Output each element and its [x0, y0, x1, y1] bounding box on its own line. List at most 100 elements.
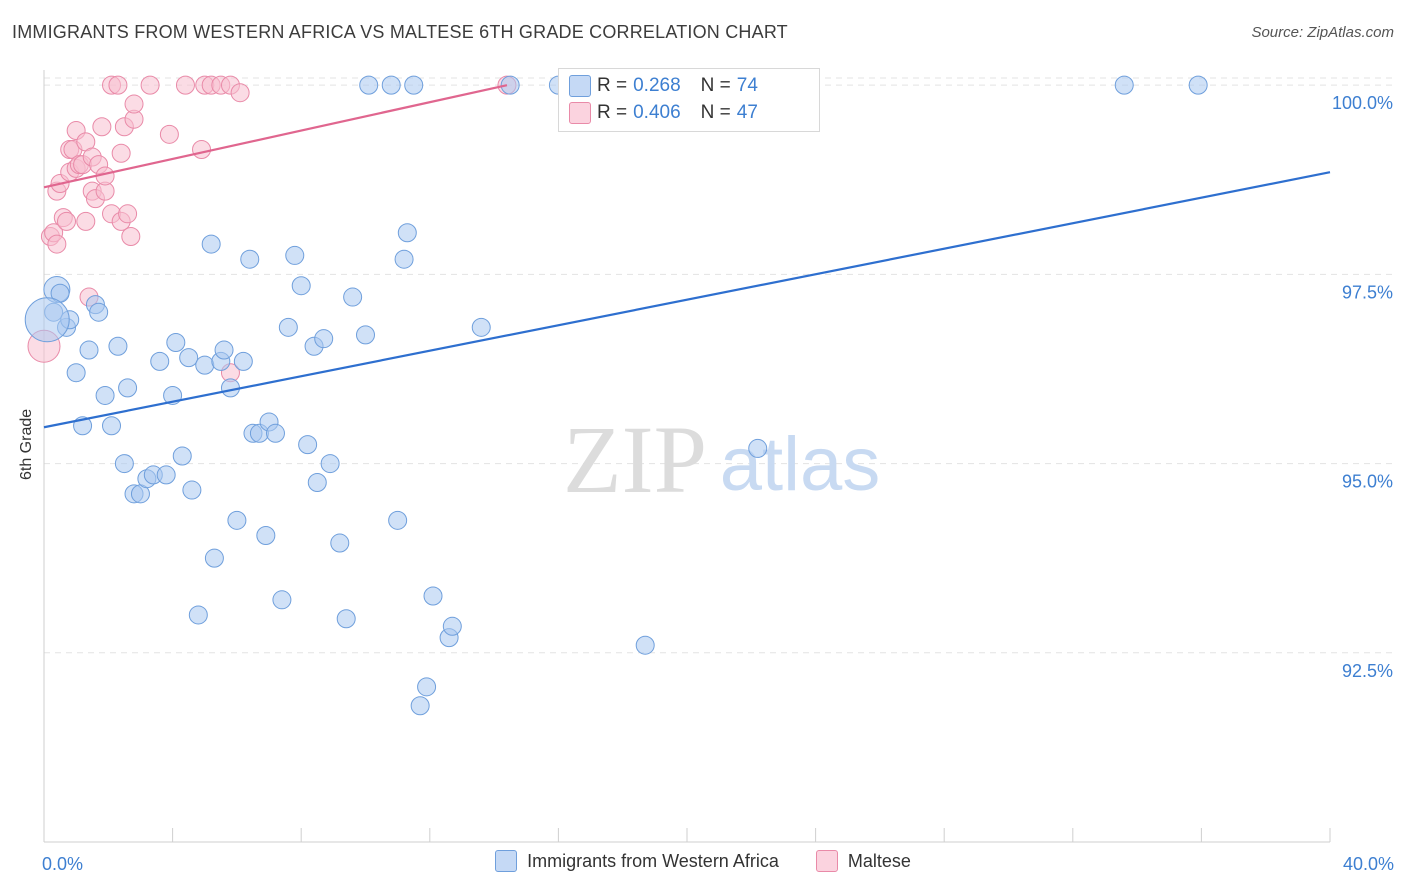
maltese-point — [111, 143, 131, 163]
legend-item-western-africa[interactable]: Immigrants from Western Africa — [495, 850, 779, 872]
western-africa-point — [256, 525, 276, 545]
western-africa-point — [356, 325, 375, 345]
western-africa-point — [179, 348, 199, 368]
western-africa-point — [285, 245, 305, 265]
western-africa-point — [748, 438, 768, 458]
maltese-point — [118, 204, 138, 224]
western-africa-point — [66, 363, 86, 383]
western-africa-point — [240, 249, 260, 269]
western-africa-point — [1188, 75, 1208, 95]
western-africa-point — [298, 435, 318, 455]
western-africa-point — [188, 605, 208, 625]
western-africa-point — [265, 423, 285, 443]
y-tick-label: 95.0% — [1342, 472, 1393, 492]
western-africa-point — [291, 276, 311, 296]
stats-row-maltese: R = 0.406 N = 47 — [569, 100, 758, 126]
western-africa-point — [330, 533, 350, 553]
western-africa-point — [278, 317, 298, 337]
western-africa-point — [381, 75, 401, 95]
western-africa-point — [182, 480, 202, 500]
x-tick-label-max: 40.0% — [1343, 854, 1394, 874]
western-africa-point — [156, 465, 176, 485]
western-africa-point — [233, 351, 253, 371]
western-africa-point — [359, 75, 379, 95]
watermark-atlas: atlas — [720, 422, 881, 507]
western-africa-point — [89, 302, 109, 322]
maltese-point — [76, 211, 96, 231]
r-value: 0.406 — [633, 102, 681, 123]
western-africa-point — [79, 340, 99, 360]
r-label: R = — [597, 102, 628, 123]
bottom-legend: Immigrants from Western Africa Maltese — [0, 850, 1406, 877]
western-africa-point — [114, 454, 134, 474]
western-africa-point — [195, 355, 215, 375]
r-value: 0.268 — [633, 75, 681, 96]
y-tick-label: 92.5% — [1342, 661, 1393, 681]
western-africa-point — [166, 332, 186, 352]
y-tick-label: 97.5% — [1342, 282, 1393, 302]
r-label: R = — [597, 75, 628, 96]
legend-item-maltese[interactable]: Maltese — [815, 850, 911, 872]
western-africa-point — [442, 616, 462, 636]
n-label: N = — [700, 75, 731, 96]
n-value: 47 — [736, 102, 758, 123]
western-africa-point — [220, 378, 240, 398]
watermark-zip: ZIP — [563, 406, 707, 513]
maltese-point — [140, 75, 160, 95]
western-africa-point — [500, 75, 520, 95]
western-africa-point — [227, 510, 247, 530]
chart-title: IMMIGRANTS FROM WESTERN AFRICA VS MALTES… — [12, 22, 788, 42]
western-africa-point — [423, 586, 443, 606]
western-africa-point — [108, 336, 128, 356]
n-label: N = — [700, 102, 731, 123]
maltese-point — [124, 94, 144, 114]
western-africa-point — [394, 249, 414, 269]
x-tick-label-min: 0.0% — [42, 854, 83, 874]
source-credit: Source: ZipAtlas.com — [1251, 24, 1394, 41]
western-africa-point — [201, 234, 221, 254]
western-africa-point — [118, 378, 138, 398]
western-africa-point — [102, 416, 122, 436]
legend-swatch-blue — [495, 850, 518, 872]
tick-labels: 92.5% 95.0% 97.5% 100.0% 0.0% 40.0% — [42, 93, 1394, 874]
stats-legend-box: R = 0.268 N = 74 R = 0.406 N = 47 — [558, 68, 820, 132]
western-africa-point — [307, 472, 327, 492]
maltese-point — [121, 227, 141, 247]
trend-line-maltese — [43, 84, 508, 189]
western-africa-point — [343, 287, 363, 307]
maltese-point — [92, 117, 112, 137]
maltese-point — [192, 139, 212, 159]
trend-line-western-africa — [43, 171, 1331, 429]
western-africa-point — [272, 590, 292, 610]
blue-swatch — [569, 75, 591, 97]
series-western-africa-points — [24, 75, 1208, 716]
western-africa-point — [24, 297, 70, 343]
western-africa-point — [336, 609, 356, 629]
western-africa-point — [410, 696, 430, 716]
western-africa-point — [635, 635, 655, 655]
western-africa-point — [397, 223, 417, 243]
trend-lines — [43, 84, 1331, 429]
western-africa-point — [314, 329, 334, 349]
stats-row-western-africa: R = 0.268 N = 74 — [569, 73, 758, 99]
pink-swatch — [569, 102, 591, 124]
western-africa-point — [388, 510, 408, 530]
western-africa-point — [1114, 75, 1134, 95]
western-africa-point — [320, 454, 340, 474]
y-tick-label: 100.0% — [1332, 93, 1393, 113]
maltese-point — [230, 83, 250, 103]
axes — [43, 70, 1331, 843]
western-africa-point — [95, 385, 115, 405]
western-africa-point — [214, 340, 234, 360]
legend-label-western-africa: Immigrants from Western Africa — [527, 850, 779, 871]
western-africa-point — [417, 677, 437, 697]
maltese-point — [57, 211, 77, 231]
western-africa-point — [204, 548, 224, 568]
western-africa-point — [150, 351, 170, 371]
n-value: 74 — [736, 75, 758, 96]
maltese-point — [175, 75, 195, 95]
maltese-point — [108, 75, 128, 95]
maltese-point — [159, 124, 179, 144]
western-africa-point — [471, 317, 491, 337]
